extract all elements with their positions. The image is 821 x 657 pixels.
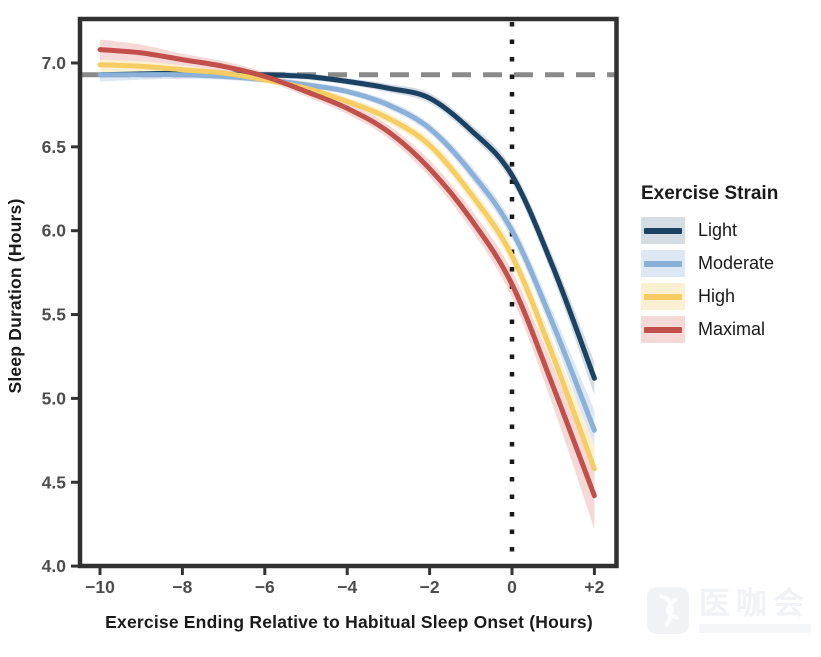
series-lines <box>97 47 597 499</box>
legend-item-high: High <box>641 283 819 310</box>
legend-swatch-moderate <box>641 250 685 277</box>
legend-line-moderate <box>644 260 682 267</box>
legend-swatch-light <box>641 217 685 244</box>
legend-line-maximal <box>644 326 682 333</box>
legend: Exercise Strain Light Moderate High Maximal <box>641 183 819 349</box>
legend-label-high: High <box>698 286 736 306</box>
ribbon-moderate <box>100 68 595 451</box>
plot-panel-border <box>77 16 619 569</box>
ribbon-light <box>100 68 595 395</box>
y-tick-label: 6.0 <box>42 221 67 241</box>
legend-title: Exercise Strain <box>641 183 779 204</box>
ribbons <box>100 39 595 530</box>
y-tick-label: 5.0 <box>42 388 67 408</box>
line-maximal <box>97 47 597 499</box>
legend-items: Light Moderate High Maximal <box>641 217 819 343</box>
x-tick-label: −6 <box>255 577 275 597</box>
x-tick-label: −4 <box>337 577 357 597</box>
legend-line-light <box>644 227 682 234</box>
x-tick-label: −2 <box>420 577 440 597</box>
y-tick-label: 7.0 <box>42 53 67 73</box>
axes: 7.0 6.5 6.0 5.5 5.0 4.5 4.0 −10 −8 −6 −4 −2 0 +2 <box>42 53 605 597</box>
x-tick-label: +2 <box>584 577 604 597</box>
y-axis-title: Sleep Duration (Hours) <box>5 198 25 394</box>
legend-swatch-maximal <box>641 316 685 343</box>
y-tick-label: 5.5 <box>42 305 67 325</box>
y-tick-label: 6.5 <box>42 137 67 157</box>
legend-item-maximal: Maximal <box>641 316 819 343</box>
legend-label-maximal: Maximal <box>698 319 766 339</box>
legend-swatch-high <box>641 283 685 310</box>
legend-label-light: Light <box>698 220 738 240</box>
y-tick-label: 4.5 <box>42 472 67 492</box>
legend-item-light: Light <box>641 217 819 244</box>
legend-item-moderate: Moderate <box>641 250 819 277</box>
x-tick-label: −8 <box>172 577 192 597</box>
ribbon-maximal <box>100 39 595 530</box>
line-moderate <box>97 72 597 433</box>
x-tick-label: −10 <box>85 577 115 597</box>
line-high <box>97 62 597 472</box>
legend-label-moderate: Moderate <box>698 253 775 273</box>
x-axis-title: Exercise Ending Relative to Habitual Sle… <box>105 612 593 632</box>
legend-line-high <box>644 293 682 300</box>
line-light <box>97 70 597 381</box>
x-tick-label: 0 <box>507 577 517 597</box>
y-tick-label: 4.0 <box>42 556 67 576</box>
